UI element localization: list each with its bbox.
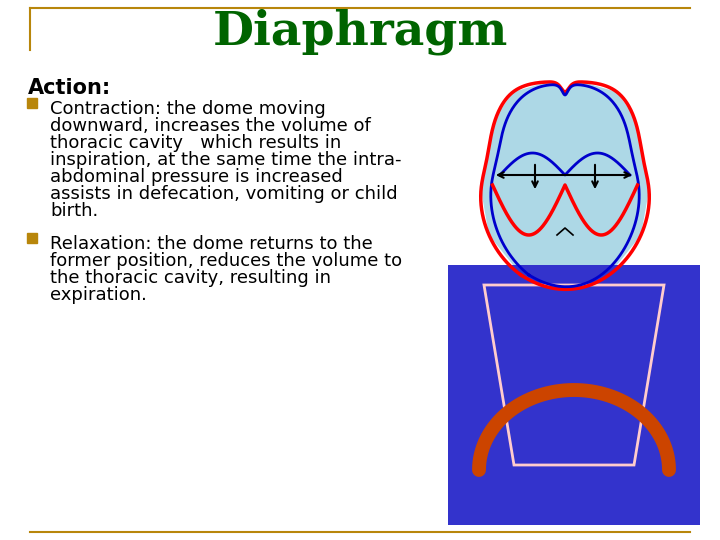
Bar — [448, 265, 700, 525]
Text: inspiration, at the same time the intra-: inspiration, at the same time the intra- — [50, 151, 402, 169]
Text: Diaphragm: Diaphragm — [212, 9, 508, 55]
Text: the thoracic cavity, resulting in: the thoracic cavity, resulting in — [50, 269, 331, 287]
Text: abdominal pressure is increased: abdominal pressure is increased — [50, 168, 343, 186]
Text: former position, reduces the volume to: former position, reduces the volume to — [50, 252, 402, 270]
Text: birth.: birth. — [50, 202, 98, 220]
Text: thoracic cavity   which results in: thoracic cavity which results in — [50, 134, 341, 152]
Text: Action:: Action: — [28, 78, 112, 98]
Text: assists in defecation, vomiting or child: assists in defecation, vomiting or child — [50, 185, 397, 203]
Text: Relaxation: the dome returns to the: Relaxation: the dome returns to the — [50, 235, 373, 253]
Text: downward, increases the volume of: downward, increases the volume of — [50, 117, 371, 135]
Text: Contraction: the dome moving: Contraction: the dome moving — [50, 100, 325, 118]
Polygon shape — [481, 82, 649, 275]
Text: expiration.: expiration. — [50, 286, 147, 304]
